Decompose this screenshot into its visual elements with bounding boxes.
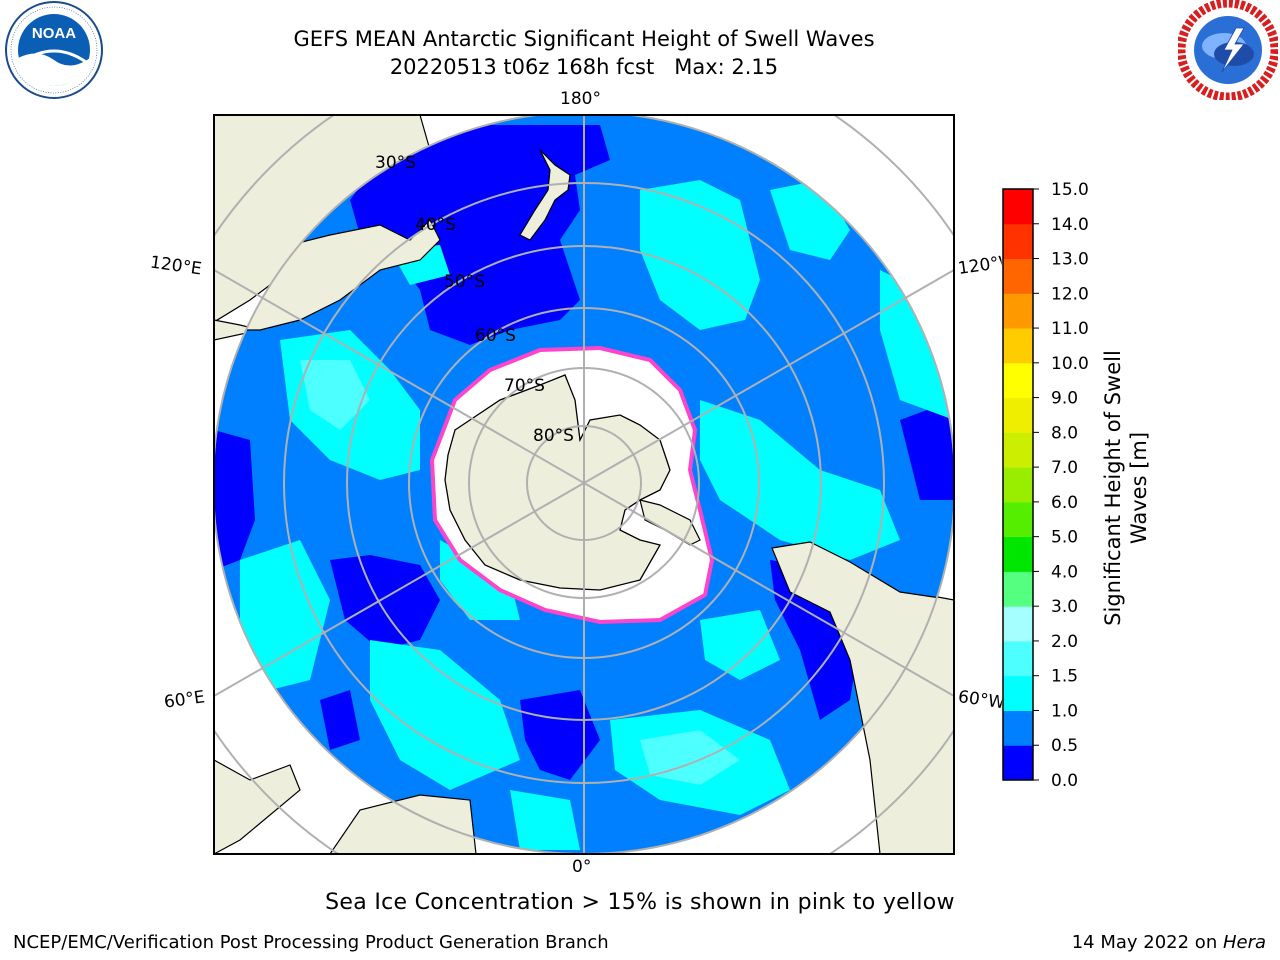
colorbar-segment	[1003, 640, 1033, 677]
lon-label-180: 180°	[560, 89, 601, 109]
colorbar-segment	[1003, 362, 1033, 399]
colorbar-segment	[1003, 606, 1033, 642]
colorbar-tick-label: 11.0	[1051, 319, 1089, 339]
graticule	[214, 115, 954, 854]
colorbar-tick-label: 2.0	[1051, 632, 1078, 652]
colorbar: 0.0 0.5 1.0 1.5 2.0 3.0 4.0 5.0 6.0 7.0 8.0 9.0 10.0…	[1002, 180, 1089, 790]
colorbar-segment	[1003, 710, 1033, 746]
colorbar-segment	[1003, 745, 1033, 781]
colorbar-segment	[1003, 293, 1033, 329]
colorbar-segment	[1003, 467, 1033, 503]
colorbar-tick-label: 3.0	[1051, 597, 1078, 617]
colorbar-tick-label: 0.5	[1051, 736, 1078, 756]
lat-label-40s: 40°S	[415, 215, 456, 235]
polar-map: 30°S 40°S 50°S 60°S 70°S 80°S	[213, 114, 955, 855]
lon-label-0: 0°	[572, 857, 592, 877]
colorbar-tick-label: 7.0	[1051, 458, 1078, 478]
colorbar-tick-label: 10.0	[1051, 354, 1089, 374]
ocean-field	[214, 115, 954, 854]
colorbar-segment	[1003, 258, 1033, 294]
noaa-logo: NOAA	[5, 1, 103, 99]
colorbar-tick-label: 1.5	[1051, 667, 1078, 687]
lat-label-30s: 30°S	[375, 153, 416, 173]
colorbar-segment	[1003, 536, 1033, 572]
lon-label-120e: 120°E	[148, 252, 203, 280]
colorbar-tick-label: 4.0	[1051, 562, 1078, 582]
chart-title: GEFS MEAN Antarctic Significant Height o…	[293, 27, 875, 51]
colorbar-segment	[1003, 397, 1033, 433]
chart-subtitle: 20220513 t06z 168h fcst Max: 2.15	[389, 55, 779, 79]
colorbar-tick-label: 13.0	[1051, 250, 1089, 270]
colorbar-segment	[1003, 189, 1033, 225]
lat-label-80s: 80°S	[533, 426, 574, 446]
colorbar-segment	[1003, 223, 1033, 260]
colorbar-segment	[1003, 571, 1033, 607]
colorbar-tick-label: 5.0	[1051, 528, 1078, 548]
lat-label-50s: 50°S	[444, 272, 485, 292]
footer-date: 14 May 2022 on Hera	[1071, 932, 1266, 953]
colorbar-tick-label: 0.0	[1051, 771, 1078, 790]
latitude-labels: 30°S 40°S 50°S 60°S 70°S 80°S	[375, 153, 574, 446]
lat-label-60s: 60°S	[475, 326, 516, 346]
colorbar-border	[1002, 188, 1034, 781]
colorbar-tick-label: 6.0	[1051, 493, 1078, 513]
nws-logo	[1178, 0, 1278, 100]
colorbar-tick-label: 9.0	[1051, 389, 1078, 409]
colorbar-tick-label: 1.0	[1051, 701, 1078, 721]
svg-text:NOAA: NOAA	[32, 25, 76, 42]
lat-label-70s: 70°S	[504, 376, 545, 396]
colorbar-tick-label: 14.0	[1051, 215, 1089, 235]
footer-machine: Hera	[1222, 932, 1266, 953]
colorbar-segment	[1003, 501, 1033, 538]
sea-ice-note: Sea Ice Concentration > 15% is shown in …	[325, 890, 955, 915]
colorbar-tick-label: 8.0	[1051, 423, 1078, 443]
colorbar-label: Significant Height of Swell Waves [m]	[1101, 350, 1151, 626]
colorbar-segment	[1003, 328, 1033, 364]
colorbar-segment	[1003, 432, 1033, 468]
colorbar-segment	[1003, 675, 1033, 711]
colorbar-tick-label: 12.0	[1051, 284, 1089, 304]
footer-credit: NCEP/EMC/Verification Post Processing Pr…	[13, 932, 609, 953]
colorbar-tick-label: 15.0	[1051, 180, 1089, 200]
lon-label-60e: 60°E	[162, 687, 207, 713]
